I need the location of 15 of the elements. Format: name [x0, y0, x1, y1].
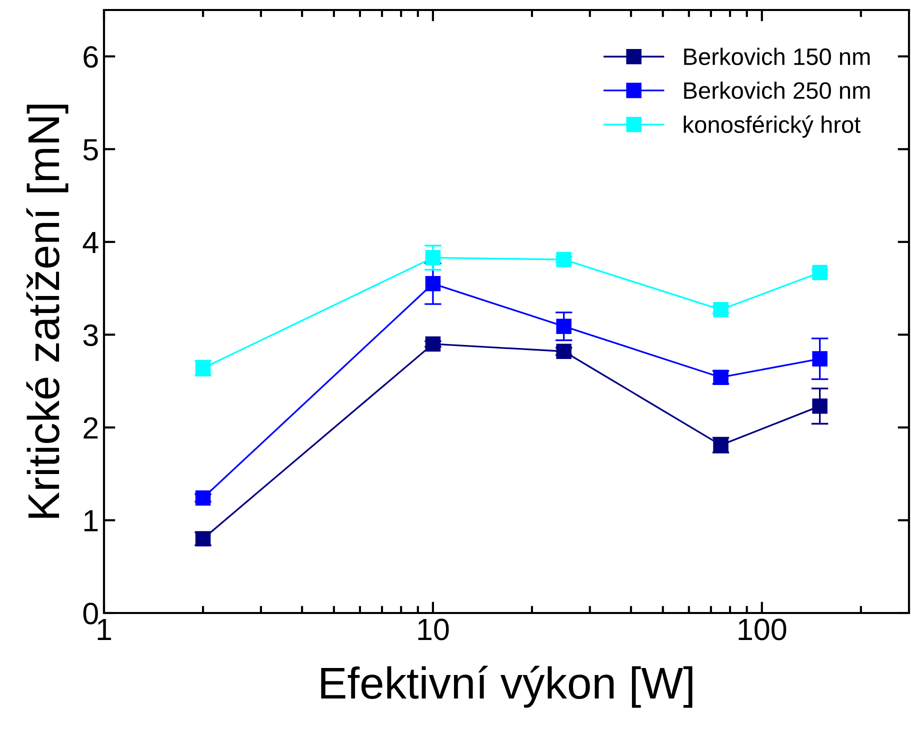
y-tick-label: 5	[83, 139, 98, 161]
legend-label: Berkovich 150 nm	[684, 48, 870, 66]
y-tick-label: 3	[83, 324, 98, 346]
x-tick-label: 10	[418, 618, 449, 640]
y-tick-label: 6	[84, 46, 98, 68]
x-tick-label: 100	[738, 618, 786, 640]
y-axis-title: Kritické zatížení [mN]	[26, 104, 68, 518]
x-axis-title: Efektivní výkon [W]	[321, 666, 692, 708]
legend-label: konosférický hrot	[684, 115, 861, 138]
y-tick-label: 2	[84, 417, 98, 439]
y-tick-label: 0	[83, 602, 98, 624]
legend-label: Berkovich 250 nm	[684, 82, 870, 99]
y-tick-label: 1	[84, 510, 98, 532]
y-tick-label: 4	[82, 232, 98, 253]
x-tick-label: 1	[98, 618, 112, 640]
